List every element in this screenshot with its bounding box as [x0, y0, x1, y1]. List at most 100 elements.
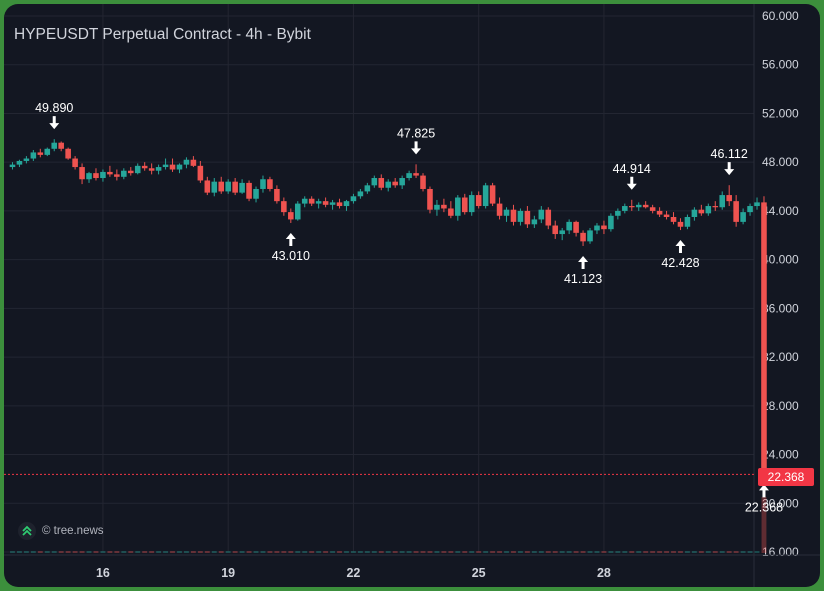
candle-body — [322, 201, 329, 205]
candle-body — [747, 206, 753, 213]
candle-body — [601, 225, 607, 230]
candle-body — [615, 210, 621, 216]
volume-bar — [664, 551, 669, 553]
volume-bar — [643, 551, 649, 553]
candle-body — [587, 230, 593, 242]
candle-body — [357, 191, 364, 197]
volume-bar — [100, 551, 106, 553]
candle-body — [482, 185, 489, 207]
volume-bar — [601, 551, 607, 553]
volume-bar — [434, 551, 440, 553]
arrow-up-icon — [758, 484, 769, 498]
volume-bar — [538, 551, 544, 553]
candle-body — [559, 230, 565, 235]
volume-bar — [23, 551, 29, 553]
volume-bar — [281, 551, 287, 553]
volume-bar — [79, 551, 85, 553]
candle-body — [267, 179, 273, 189]
candle-body — [670, 217, 677, 222]
volume-bar — [197, 551, 203, 553]
watermark: © tree.news — [18, 522, 104, 540]
candle-body — [51, 142, 58, 149]
y-tick-label: 56.000 — [762, 58, 799, 72]
volume-bar — [469, 551, 475, 553]
volume-bar — [615, 551, 621, 553]
candle-body — [580, 232, 586, 242]
candle-body — [72, 158, 78, 168]
volume-bar — [121, 551, 127, 553]
candle-body — [677, 221, 684, 227]
candle-body — [58, 142, 64, 149]
volume-bar — [490, 551, 496, 553]
volume-bar — [483, 551, 489, 553]
candle-body — [461, 197, 468, 213]
y-tick-label: 52.000 — [762, 106, 799, 120]
volume-bar — [712, 551, 718, 553]
volume-bar — [747, 551, 753, 553]
arrow-up-icon — [675, 240, 686, 254]
volume-bar — [260, 551, 266, 553]
volume-bar — [267, 551, 273, 553]
candle-body — [705, 206, 712, 214]
candle-body — [121, 170, 127, 177]
arrow-down-icon — [724, 162, 735, 176]
candle-body — [510, 209, 517, 222]
volume-bar — [455, 551, 461, 553]
candle-body — [566, 221, 572, 231]
volume-bar — [351, 551, 356, 553]
candle-body — [30, 152, 37, 159]
volume-bar — [51, 551, 57, 553]
volume-bar — [392, 551, 398, 553]
candle-body — [162, 164, 169, 168]
candle-body — [127, 170, 134, 174]
x-tick-label: 19 — [221, 566, 235, 580]
candle-body — [712, 206, 719, 208]
extreme-label: 44.914 — [613, 162, 651, 176]
volume-bar — [177, 551, 182, 553]
candle-body — [190, 159, 197, 166]
candle-body — [378, 178, 385, 188]
candle-body — [308, 198, 315, 204]
candle-body — [211, 181, 218, 193]
candle-body — [301, 198, 308, 204]
candle-body — [79, 167, 85, 180]
arrow-down-icon — [626, 176, 637, 190]
candle-body — [392, 181, 398, 186]
y-tick-label: 32.000 — [762, 350, 799, 364]
volume-bar — [448, 551, 454, 553]
volume-bar — [636, 551, 642, 553]
volume-bar — [385, 551, 391, 553]
watermark-text: © tree.news — [42, 525, 104, 537]
arrow-down-icon — [411, 141, 422, 155]
candle-body — [65, 148, 71, 159]
volume-bar — [218, 551, 224, 553]
volume-bar — [58, 551, 64, 553]
candle-body — [496, 203, 503, 216]
candle-body — [441, 204, 447, 209]
candle-body — [434, 204, 440, 210]
candle-body — [427, 188, 433, 210]
volume-bar — [657, 551, 663, 553]
candle-body — [385, 181, 392, 188]
candle-body — [642, 204, 649, 208]
candle-body — [37, 152, 44, 155]
candle-body — [260, 179, 266, 189]
candle-body — [350, 196, 357, 202]
volume-bar — [330, 551, 335, 553]
y-tick-label: 24.000 — [762, 448, 799, 462]
volume-bar — [163, 551, 168, 553]
candle-body — [698, 209, 705, 214]
volume-bar — [10, 551, 15, 553]
volume-bar — [170, 551, 175, 553]
chart-frame: 60.000 56.000 52.000 48.000 44.000 40.000 36.0… — [4, 4, 820, 587]
volume-bar — [128, 551, 134, 553]
candle-body — [635, 204, 642, 208]
volume-bar — [427, 551, 433, 553]
volume-bar — [566, 551, 572, 553]
x-tick-label: 25 — [472, 566, 486, 580]
volume-bar — [754, 551, 760, 553]
candle-body — [9, 164, 16, 168]
extreme-label: 46.112 — [711, 147, 748, 161]
candle-body — [489, 185, 496, 204]
candlestick-chart[interactable]: 60.000 56.000 52.000 48.000 44.000 40.000 36.0… — [4, 4, 820, 587]
